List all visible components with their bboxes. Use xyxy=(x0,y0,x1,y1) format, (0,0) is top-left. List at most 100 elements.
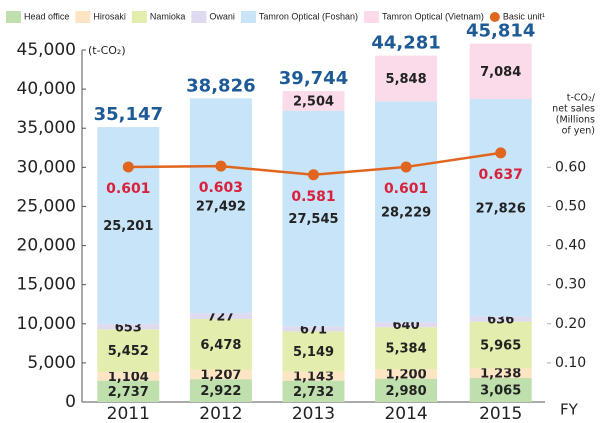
y2-axis-label: of yen) xyxy=(562,126,595,137)
basic-unit-point xyxy=(400,161,412,173)
segment-label: 6,478 xyxy=(200,338,241,353)
y-tick-label: 15,000 xyxy=(17,275,76,295)
y2-tick-label: 0.60 xyxy=(555,159,586,175)
basic-unit-label: 0.601 xyxy=(106,181,150,197)
basic-unit-point xyxy=(215,160,227,172)
x-tick-label: 2011 xyxy=(107,404,150,423)
x-tick-label: 2013 xyxy=(292,404,335,423)
basic-unit-point xyxy=(495,147,507,159)
bar-segment xyxy=(282,371,345,381)
bar-segment xyxy=(469,321,532,369)
y2-tick-label: 0.10 xyxy=(555,355,586,371)
segment-label: 1,143 xyxy=(293,370,334,385)
y-tick-label: 40,000 xyxy=(17,79,76,99)
bar-segment xyxy=(97,329,160,372)
y2-axis-label: t-CO₂/ xyxy=(567,93,596,104)
bar-segment xyxy=(469,368,532,379)
segment-label: 5,965 xyxy=(480,339,521,354)
x-tick-label: 2015 xyxy=(479,404,522,423)
y-tick-label: 45,000 xyxy=(17,40,76,60)
segment-label: 2,922 xyxy=(200,384,241,399)
segment-label: 5,452 xyxy=(108,344,149,359)
bar-segment xyxy=(469,316,532,322)
segment-label: 1,104 xyxy=(108,370,149,385)
legend-label: Tamron Optical (Vietnam) xyxy=(382,11,484,21)
bar-segment xyxy=(375,369,438,379)
bar-segment xyxy=(282,331,345,372)
total-label: 35,147 xyxy=(94,104,163,125)
basic-unit-label: 0.603 xyxy=(199,180,243,196)
y-tick-label: 5,000 xyxy=(27,353,76,373)
total-label: 45,814 xyxy=(466,21,535,42)
segment-label: 5,149 xyxy=(293,345,334,360)
legend-swatch xyxy=(240,11,256,23)
x-tick-label: 2012 xyxy=(199,404,242,423)
legend-swatch xyxy=(489,12,500,22)
segment-label: 5,848 xyxy=(386,72,427,87)
y2-tick-label: 0.30 xyxy=(555,277,586,293)
legend-label: Tamron Optical (Foshan) xyxy=(259,11,358,21)
segment-label: 1,238 xyxy=(480,367,521,382)
legend-swatch xyxy=(131,11,147,23)
y2-axis-label: (Millions xyxy=(556,115,595,126)
y-tick-label: 25,000 xyxy=(17,196,76,216)
segment-label: 3,065 xyxy=(480,384,521,399)
basic-unit-point xyxy=(308,169,319,181)
bar-segment xyxy=(189,369,252,380)
legend-label: Head office xyxy=(24,11,69,21)
legend-label: Hirosaki xyxy=(93,11,126,21)
bar-segment xyxy=(97,380,160,402)
y-tick-label: 10,000 xyxy=(17,314,76,334)
bar-segment xyxy=(375,55,438,102)
segment-label: 2,732 xyxy=(293,385,334,400)
bar-segment xyxy=(189,319,252,370)
bar-segment xyxy=(97,127,160,325)
bar-segment xyxy=(282,380,345,402)
x-axis-suffix: FY xyxy=(560,401,579,419)
bar-segment xyxy=(469,43,532,100)
basic-unit-label: 0.637 xyxy=(479,167,523,183)
y-tick-label: 30,000 xyxy=(17,157,76,177)
segment-label: 28,229 xyxy=(381,205,431,220)
legend-swatch xyxy=(191,11,207,23)
segment-label: 7,084 xyxy=(480,65,521,80)
segment-label: 2,980 xyxy=(386,384,427,399)
segment-label: 5,384 xyxy=(386,342,427,357)
bar-segment xyxy=(97,324,160,330)
x-tick-label: 2014 xyxy=(384,404,427,423)
total-label: 39,744 xyxy=(279,68,348,89)
segment-label: 2,504 xyxy=(293,94,334,109)
basic-unit-label: 0.601 xyxy=(384,181,428,197)
y2-axis-label: net sales xyxy=(552,104,595,115)
segment-label: 1,207 xyxy=(200,368,241,383)
total-label: 38,826 xyxy=(186,75,255,96)
segment-label: 27,492 xyxy=(196,199,246,214)
y-axis-label: (t-CO₂) xyxy=(88,44,126,57)
basic-unit-label: 0.581 xyxy=(291,189,335,205)
total-label: 44,281 xyxy=(371,33,440,54)
y2-tick-label: 0.40 xyxy=(555,238,586,254)
legend-label: Namioka xyxy=(150,11,186,21)
bar-segment xyxy=(189,379,252,402)
bar-segment xyxy=(189,98,252,314)
legend-swatch xyxy=(363,11,379,23)
y2-tick-label: 0.20 xyxy=(555,316,586,332)
y-tick-label: 0 xyxy=(65,392,76,412)
bar-segment xyxy=(282,110,345,327)
legend-swatch xyxy=(75,11,91,23)
segment-label: 2,737 xyxy=(108,385,149,400)
segment-label: 727 xyxy=(207,310,234,325)
y2-tick-label: 0.50 xyxy=(555,198,586,214)
segment-label: 27,545 xyxy=(288,212,338,227)
legend-swatch xyxy=(6,11,21,23)
bar-segment xyxy=(282,326,345,332)
bar-segment xyxy=(375,327,438,370)
bar-segment xyxy=(282,91,345,111)
bar-segment xyxy=(189,313,252,320)
bar-segment xyxy=(469,378,532,402)
y-tick-label: 35,000 xyxy=(17,118,76,138)
legend-label: Basic unit¹ xyxy=(503,11,545,21)
bar-segment xyxy=(375,101,438,323)
bar-segment xyxy=(375,378,438,402)
